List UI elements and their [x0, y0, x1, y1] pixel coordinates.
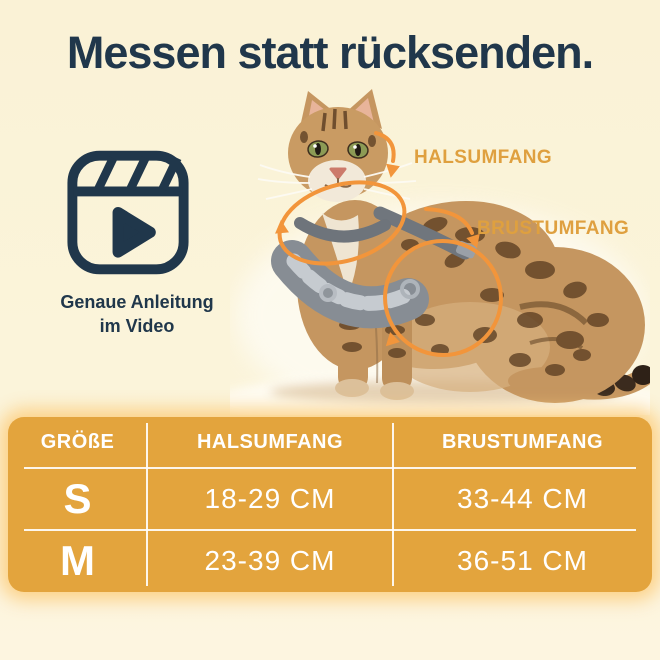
chest-label: BRUSTUMFANG: [477, 218, 630, 239]
cat-harness: [271, 206, 477, 329]
video-caption-line2: im Video: [99, 316, 175, 336]
arrowheads: [275, 163, 480, 347]
table-cell-m-neck: 23-39 CM: [204, 545, 336, 576]
table-header-chest: BRUSTUMFANG: [441, 431, 604, 453]
neck-label-arrow: [374, 131, 396, 163]
table-divider-vertical-2: [392, 423, 394, 586]
video-caption: Genaue Anleitung im Video: [17, 290, 257, 338]
table-cell-size-s: S: [63, 475, 92, 522]
table-header-neck: HALSUMFANG: [196, 431, 344, 453]
page-title: Messen statt rücksenden.: [66, 27, 594, 78]
table-cell-s-neck: 18-29 CM: [204, 483, 336, 514]
cat-nose: [329, 167, 347, 180]
table-cell-m-chest: 36-51 CM: [457, 545, 588, 576]
table-divider-vertical-1: [146, 423, 148, 586]
cat-photo-illustration: [230, 89, 650, 415]
measurement-overlays: [277, 131, 503, 358]
cat-head: [257, 89, 417, 202]
size-table: GRÖßE HALSUMFANG BRUSTUMFANG S 18-29 CM …: [8, 417, 652, 592]
neck-measure-ellipse: [277, 180, 407, 266]
table-divider-horizontal-2: [24, 529, 636, 531]
table-header-size: GRÖßE: [40, 431, 115, 453]
video-clapperboard-play-icon: [67, 150, 189, 275]
play-icon: [112, 206, 156, 258]
chest-label-arrow: [424, 207, 474, 235]
neck-label: HALSUMFANG: [414, 147, 553, 168]
table-cell-s-chest: 33-44 CM: [457, 483, 588, 514]
video-caption-line1: Genaue Anleitung: [60, 292, 214, 312]
chest-measure-ellipse: [383, 238, 503, 358]
table-cell-size-m: M: [60, 537, 95, 584]
table-divider-horizontal-1: [24, 467, 636, 469]
